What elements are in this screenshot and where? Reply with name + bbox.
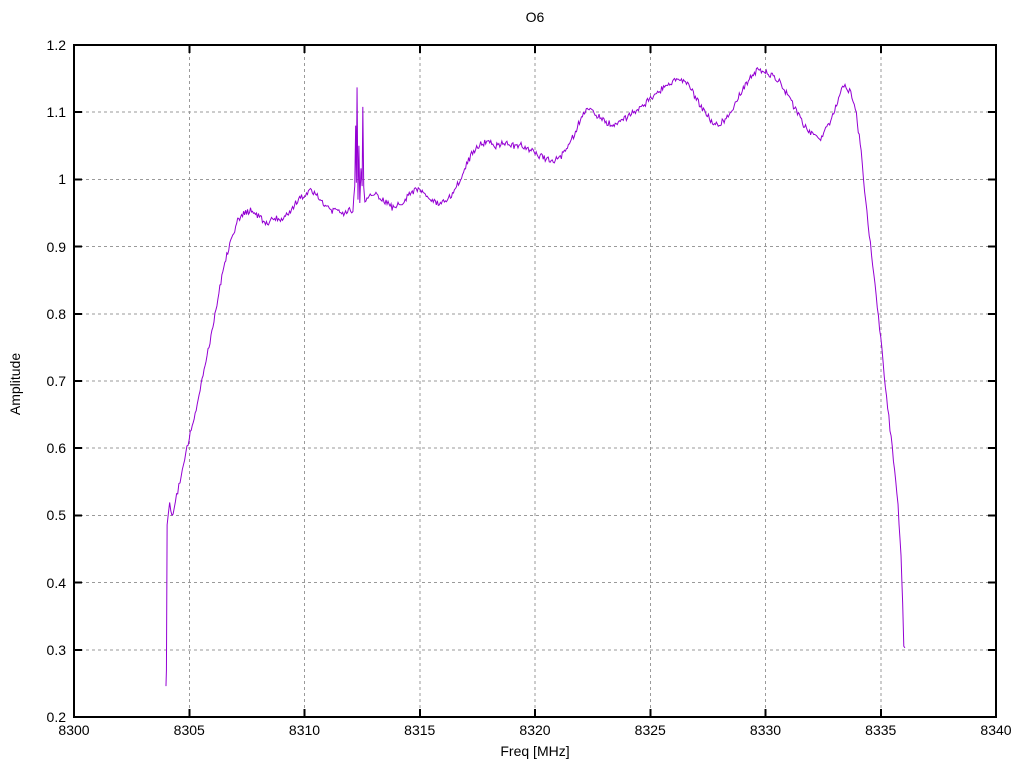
gridlines <box>74 45 996 717</box>
y-tick-label: 0.3 <box>46 641 66 658</box>
x-tick-label: 8335 <box>865 722 897 738</box>
y-tick-label: 0.6 <box>46 440 66 457</box>
data-trace <box>165 66 906 687</box>
y-tick-label: 0.9 <box>46 238 66 255</box>
x-axis-label: Freq [MHz] <box>500 743 570 759</box>
y-tick-label: 0.8 <box>46 305 66 322</box>
plot-frame <box>73 44 997 718</box>
y-tick-label: 1.2 <box>46 37 66 53</box>
y-tick-label: 1 <box>58 171 66 188</box>
y-tick-label: 0.4 <box>46 574 66 591</box>
y-tick-label: 1.1 <box>46 104 66 121</box>
x-tick-label: 8320 <box>519 722 551 738</box>
chart-title: O6 <box>525 9 545 25</box>
x-tick-label: 8330 <box>749 722 782 738</box>
x-tick-label: 8340 <box>980 722 1012 738</box>
x-tick-label: 8300 <box>58 722 90 738</box>
y-tick-label: 0.2 <box>46 709 66 725</box>
x-tick-label: 8325 <box>634 722 666 738</box>
x-tick-label: 8305 <box>173 722 205 738</box>
y-tick-label: 0.7 <box>46 373 66 389</box>
x-tick-label: 8310 <box>288 722 321 738</box>
x-tick-label: 8315 <box>404 722 436 738</box>
y-tick-label: 0.5 <box>46 507 66 524</box>
